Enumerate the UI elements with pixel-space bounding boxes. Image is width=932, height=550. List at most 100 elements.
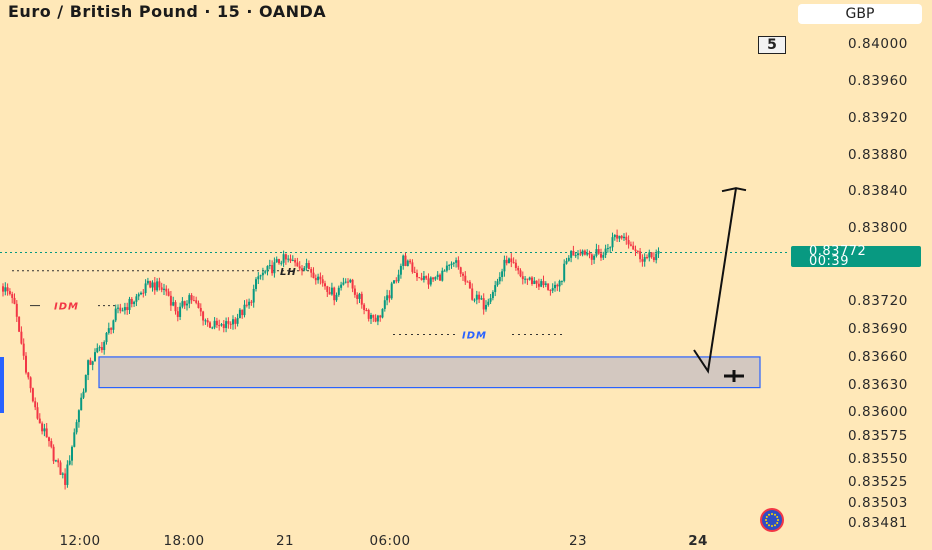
- candle: [627, 235, 630, 249]
- candle: [611, 232, 614, 252]
- candle: [48, 436, 50, 447]
- candle: [29, 376, 32, 393]
- candle: [579, 249, 582, 257]
- candle: [590, 253, 593, 266]
- candle: [319, 272, 322, 285]
- candle: [390, 281, 393, 300]
- candle: [91, 360, 94, 371]
- y-tick-label: 0.84000: [848, 36, 908, 52]
- candle: [199, 303, 202, 317]
- candle: [204, 318, 207, 325]
- candle: [342, 277, 345, 286]
- candle: [114, 304, 117, 323]
- candle: [397, 269, 400, 284]
- candle: [422, 270, 425, 283]
- candle: [234, 317, 237, 330]
- candle: [328, 286, 331, 295]
- candle: [310, 266, 313, 278]
- candle: [71, 445, 73, 466]
- candle: [604, 244, 607, 259]
- candle: [211, 326, 214, 330]
- y-tick-label: 0.83550: [848, 451, 908, 467]
- candle: [167, 288, 170, 297]
- candle: [195, 296, 198, 305]
- chart-title: Euro / British Pound · 15 · OANDA: [8, 2, 327, 21]
- interval-badge[interactable]: 5: [758, 36, 786, 54]
- candle: [344, 278, 347, 284]
- y-tick-label: 0.83800: [848, 220, 908, 236]
- y-tick-label: 0.83720: [848, 293, 908, 309]
- candle: [367, 308, 370, 322]
- candle: [326, 285, 329, 297]
- candle: [105, 332, 108, 345]
- candle: [241, 309, 244, 319]
- candle: [330, 282, 333, 296]
- candle: [188, 293, 191, 309]
- candle: [186, 300, 188, 311]
- candle: [321, 275, 324, 287]
- candle: [593, 254, 596, 264]
- candle: [20, 326, 23, 345]
- candle: [335, 292, 338, 302]
- candle: [413, 266, 416, 273]
- y-tick-label: 0.83660: [848, 349, 908, 365]
- candle: [312, 267, 315, 279]
- candle: [75, 419, 78, 435]
- candle: [45, 423, 48, 438]
- projection-arrowhead: [721, 187, 747, 193]
- candle: [280, 260, 283, 266]
- y-tick-label: 0.83630: [848, 377, 908, 393]
- candle: [181, 297, 184, 309]
- candle: [156, 278, 159, 292]
- candle: [135, 293, 138, 307]
- candle: [521, 271, 524, 285]
- candle: [409, 258, 412, 265]
- candle: [455, 257, 458, 268]
- candle: [213, 317, 216, 330]
- candle: [294, 258, 297, 267]
- y-tick-label: 0.83575: [848, 428, 908, 444]
- demand-zone[interactable]: [98, 356, 761, 389]
- bar-countdown: 00:39: [809, 254, 849, 269]
- currency-selector[interactable]: GBP: [798, 4, 922, 24]
- candle: [151, 280, 154, 292]
- candle: [448, 264, 451, 271]
- candle: [459, 266, 462, 277]
- x-tick-label: 23: [569, 533, 587, 549]
- candle: [291, 255, 294, 262]
- candle: [31, 387, 34, 403]
- candle: [192, 295, 195, 302]
- candle: [379, 314, 382, 322]
- candle: [34, 397, 37, 411]
- lh-label: LH: [280, 267, 297, 278]
- candle: [273, 257, 276, 278]
- candle: [119, 303, 122, 314]
- candle: [535, 280, 538, 289]
- y-tick-label: 0.83690: [848, 321, 908, 337]
- y-tick-label: 0.83920: [848, 110, 908, 126]
- candle: [365, 307, 368, 312]
- candle: [236, 313, 239, 327]
- candle: [130, 297, 133, 308]
- x-tick-label: 06:00: [370, 533, 411, 549]
- projection-path[interactable]: [693, 188, 737, 374]
- candle: [418, 277, 421, 279]
- candle: [245, 299, 248, 308]
- candle: [393, 280, 395, 284]
- candle: [554, 281, 556, 292]
- candle: [623, 233, 625, 242]
- candle: [464, 271, 467, 285]
- candle: [172, 296, 175, 307]
- candle: [215, 317, 218, 329]
- candle: [625, 232, 628, 245]
- candle: [432, 276, 435, 282]
- candle: [577, 250, 579, 260]
- candle: [248, 298, 251, 309]
- candle: [18, 316, 21, 333]
- candle: [526, 278, 529, 285]
- candle: [160, 282, 163, 293]
- eu-flag-icon: [760, 508, 784, 532]
- candle: [255, 277, 257, 292]
